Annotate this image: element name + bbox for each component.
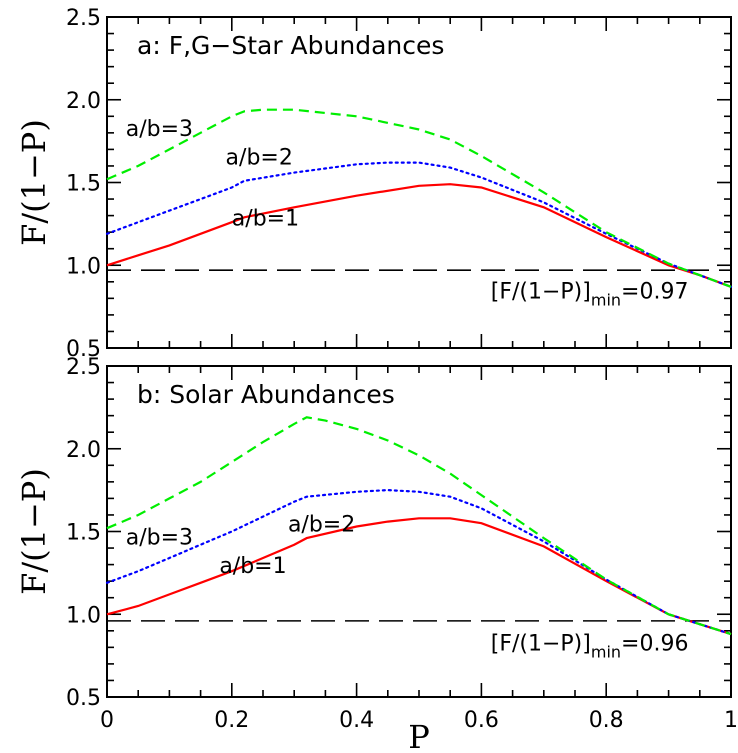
panel-a-series-a-b-3	[106, 108, 732, 288]
panel-b-series-a-b-2	[105, 488, 733, 636]
panel-a: a: F,G−Star Abundances F/(1−P) 0.5 1.0 1.5…	[15, 6, 733, 362]
x-tick-label: 1	[724, 708, 738, 733]
panel-a-ytick-label: 1.0	[66, 254, 101, 279]
panel-b-series-a-b-3	[106, 416, 732, 636]
panel-b-series-label: a/b=2	[288, 513, 355, 538]
panel-a-series-label: a/b=3	[126, 117, 193, 142]
panel-b-ytick-label: 2.0	[66, 438, 101, 463]
panel-a-ytick-label: 1.5	[66, 172, 101, 197]
panel-b-title: b: Solar Abundances	[137, 380, 395, 409]
x-tick-label: 0.6	[464, 708, 499, 733]
panel-b-ylabel: F/(1−P)	[15, 468, 53, 595]
x-tick-label: 0.8	[589, 708, 624, 733]
x-tick-label: 0.2	[214, 708, 249, 733]
panel-a-series-label: a/b=1	[232, 207, 299, 232]
panel-a-series-a-b-2	[105, 161, 733, 288]
panel-a-ytick-label: 0.5	[66, 337, 101, 362]
panel-a-title: a: F,G−Star Abundances	[137, 31, 444, 60]
x-axis-label: P	[408, 718, 430, 753]
panel-b-ytick-label: 0.5	[66, 686, 101, 711]
panel-a-ytick-label: 2.0	[66, 89, 101, 114]
panel-a-ylabel: F/(1−P)	[15, 119, 53, 246]
panel-b-ytick-label: 1.0	[66, 603, 101, 628]
panel-b: b: Solar Abundances F/(1−P) 0.5 1.0 1.5 2.0…	[15, 355, 738, 733]
panel-a-ytick-label: 2.5	[66, 6, 101, 31]
panel-b-series-label: a/b=3	[126, 526, 193, 551]
panel-b-series-label: a/b=1	[219, 554, 286, 579]
x-tick-label: 0.4	[339, 708, 374, 733]
panel-b-ytick-label: 2.5	[66, 355, 101, 380]
panel-b-min-annotation: [F/(1−P)]min=0.96	[491, 632, 689, 662]
x-tick-label: 0	[100, 708, 114, 733]
panel-b-series-a-b-1	[106, 517, 732, 636]
panel-a-series-a-b-1	[106, 183, 732, 288]
panel-a-min-annotation: [F/(1−P)]min=0.97	[491, 279, 689, 309]
panel-a-series-label: a/b=2	[226, 145, 293, 170]
panel-b-ytick-label: 1.5	[66, 521, 101, 546]
